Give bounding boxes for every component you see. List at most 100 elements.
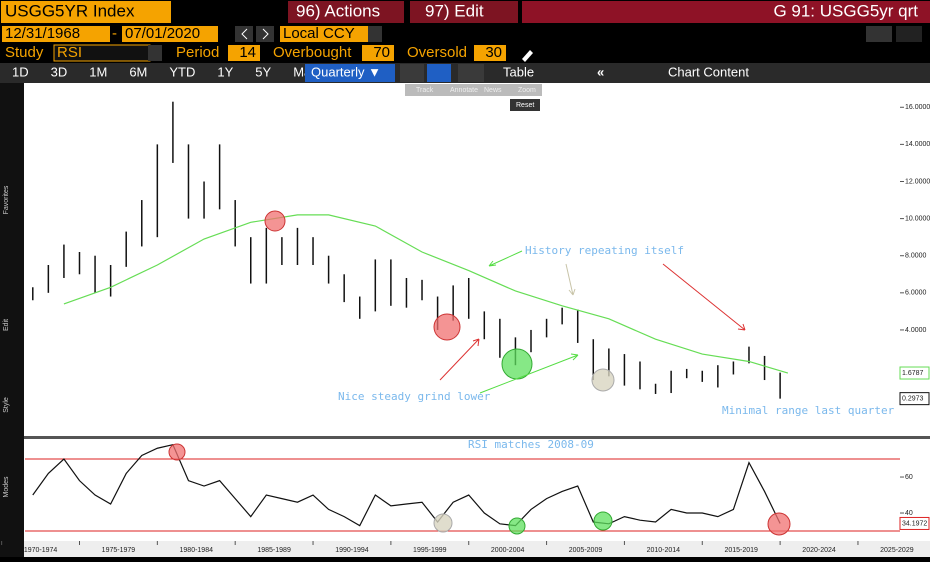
bar-tool[interactable] [427,64,451,82]
range-button[interactable]: 5Y [255,64,271,79]
oversold-label: Oversold [407,44,467,61]
highlights [168,210,791,536]
currency-dropdown[interactable] [368,26,382,42]
reset-button[interactable] [510,99,540,111]
y-tick-label: 60 [905,474,913,481]
x-tick-label: 1970-1974 [24,547,58,554]
last-value-box [899,392,930,406]
overbought: 70 [373,44,390,61]
oversold-field[interactable] [474,45,506,61]
tool-button[interactable]: Annotate [450,87,478,94]
y-tick-label: 10.0000 [905,215,930,222]
last-value-label: 1.6787 [902,370,924,377]
actions-button[interactable] [288,1,404,23]
edit-button[interactable] [410,1,518,23]
tool-button[interactable]: Track [416,87,434,94]
range-button[interactable]: 1D [12,64,29,79]
range-button[interactable]: 1M [89,64,107,79]
y-tick-label: 4.0000 [905,327,927,334]
x-tick-label: 1995-1999 [413,547,447,554]
arrow [565,263,576,296]
currency-field[interactable] [280,26,368,42]
side-label: Modes [3,476,10,498]
collapse[interactable]: « [597,64,604,79]
chart-area [0,83,930,557]
annotation: RSI matches 2008-09 [468,438,594,451]
currency: Local CCY [283,25,355,42]
side-label: Edit [3,319,10,331]
side-label: Favorites [3,185,10,214]
tool-dropdown[interactable] [458,64,484,82]
study-label: Study [5,44,44,61]
frequency: Quarterly ▼ [311,64,381,79]
rsi-line [32,443,781,527]
y-tick-label: 16.0000 [905,104,930,111]
last-value-box [899,366,930,380]
study: RSI [57,44,82,61]
x-tick-label: 2025-2029 [880,547,914,554]
next-button[interactable] [256,26,274,42]
y-tick-label: 40 [905,510,913,517]
line-tool[interactable] [400,64,424,82]
study-dropdown[interactable] [148,45,162,61]
frequency-button[interactable] [305,64,395,82]
redo-button[interactable] [896,26,922,42]
last-value-label: 34.1972 [902,520,927,527]
side-label: Style [3,397,10,413]
circle [591,368,615,392]
end-date: 07/01/2020 [125,25,200,42]
arrow [439,338,480,381]
y-tick-label: 12.0000 [905,178,930,185]
last-value-label: 0.2973 [902,395,924,402]
period-field[interactable] [228,45,260,61]
y-tick-label: 8.0000 [905,253,927,260]
security-field[interactable] [1,1,171,23]
start-date-field[interactable] [2,26,110,42]
table-button[interactable]: Table [503,64,534,79]
tool-button[interactable]: News [484,87,502,94]
x-tick-label: 1980-1984 [180,547,214,554]
title: G 91: USGG5yr qrt [773,1,918,20]
end-date-field[interactable] [122,26,218,42]
circle [433,313,461,341]
range-button[interactable]: 6M [129,64,147,79]
x-tick-label: 1975-1979 [102,547,136,554]
chart-content[interactable]: Chart Content [668,64,749,79]
annotation: Minimal range last quarter [722,404,895,417]
overbought-field[interactable] [362,45,394,61]
annotation: History repeating itself [525,244,684,257]
tool-button[interactable]: Zoom [518,87,536,94]
edit: 97) Edit [425,1,484,20]
x-axis-band [24,541,930,557]
overbought-label: Overbought [273,44,352,61]
range-button[interactable]: 3D [51,64,68,79]
tool-bar [405,84,542,96]
arrow [662,263,746,331]
period: 14 [239,44,256,61]
range-button[interactable]: YTD [169,64,195,79]
pencil-icon[interactable] [522,50,533,62]
actions: 96) Actions [296,1,380,20]
arrow [479,353,579,394]
date-separator: - [112,25,117,42]
x-tick-label: 2015-2019 [724,547,758,554]
moving-average [63,214,789,374]
arrow [488,250,523,267]
prev-button[interactable] [235,26,253,42]
circle [264,210,286,232]
y-tick-label: 6.0000 [905,290,927,297]
range-button[interactable]: 1Y [217,64,233,79]
reset: Reset [516,102,534,109]
circle [767,512,791,536]
x-tick-label: 1985-1989 [257,547,291,554]
x-tick-label: 2020-2024 [802,547,836,554]
start-date: 12/31/1968 [5,25,80,42]
last-value-box [899,516,930,530]
security: USGG5YR Index [5,1,135,20]
title-bar [522,1,930,23]
panel-divider [24,436,930,439]
undo-button[interactable] [866,26,892,42]
circle [433,513,453,533]
side-toolbar [0,83,24,557]
